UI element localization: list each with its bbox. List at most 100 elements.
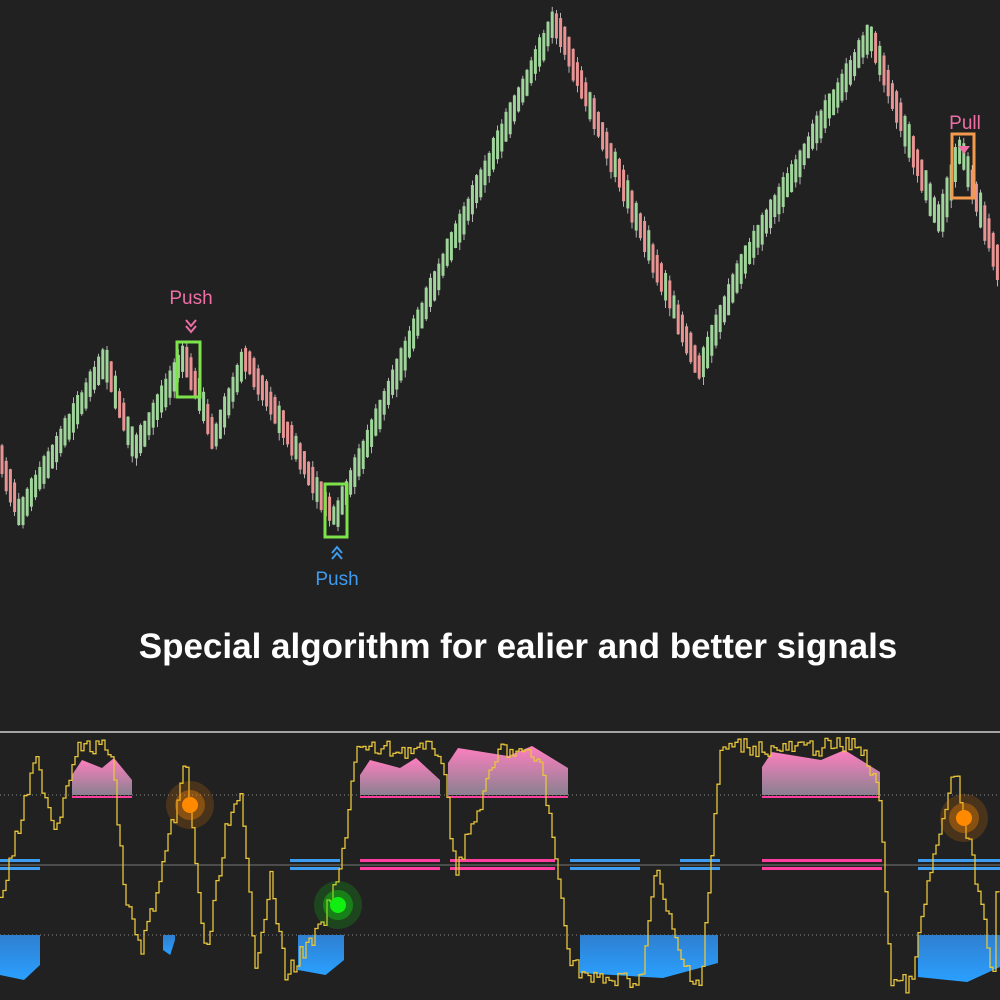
candle-body	[269, 391, 273, 415]
candle-body	[693, 345, 697, 373]
candle-body	[941, 193, 945, 232]
candle-body	[353, 457, 357, 487]
candle-body	[832, 89, 836, 116]
candle-body	[848, 60, 852, 85]
candle-body	[588, 92, 592, 120]
candle-body	[731, 274, 735, 303]
candle-body	[966, 156, 970, 188]
candle-body	[307, 461, 311, 486]
candle-body	[756, 225, 760, 248]
candle-body	[55, 435, 59, 463]
candle-body	[739, 254, 743, 284]
candle-body	[542, 32, 546, 61]
candle-body	[651, 244, 655, 273]
candle-body	[605, 131, 609, 159]
candle-body	[496, 130, 500, 160]
candle-body	[924, 170, 928, 201]
candle-body	[626, 180, 630, 209]
candle-body	[454, 223, 458, 249]
candle-body	[399, 348, 403, 381]
zone-bar	[762, 867, 882, 870]
candle-body	[260, 375, 264, 401]
candle-body	[466, 198, 470, 221]
push-label: Push	[169, 288, 212, 309]
candle-body	[319, 481, 323, 511]
candle-body	[374, 408, 378, 436]
candle-body	[735, 263, 739, 293]
pull-arrow	[958, 146, 970, 154]
candle-body	[412, 318, 416, 349]
candle-body	[4, 460, 8, 492]
candle-body	[827, 93, 831, 119]
candle-body	[139, 425, 143, 454]
candle-body	[336, 500, 340, 527]
candle-body	[714, 314, 718, 346]
candle-body	[13, 482, 17, 513]
candle-body	[8, 469, 12, 503]
candle-body	[311, 466, 315, 494]
candle-body	[172, 362, 176, 392]
signal-box	[323, 482, 349, 539]
candle-body	[130, 426, 134, 457]
candle-body	[361, 440, 365, 469]
zone-bar	[360, 867, 440, 870]
candle-body	[223, 396, 227, 428]
candle-body	[769, 199, 773, 229]
oversold-area	[0, 935, 40, 980]
candle-body	[21, 497, 25, 526]
candle-body	[781, 177, 785, 208]
candle-body	[227, 388, 231, 416]
candle-body	[517, 87, 521, 112]
oversold-area	[918, 935, 1000, 982]
candle-body	[592, 98, 596, 130]
candle-body	[773, 195, 777, 217]
candle-body	[403, 340, 407, 371]
candle-body	[882, 55, 886, 86]
candle-body	[168, 370, 172, 398]
candle-body	[433, 271, 437, 301]
candle-body	[857, 40, 861, 68]
candle-body	[958, 139, 962, 164]
candle-body	[147, 412, 151, 436]
overbought-area	[360, 758, 440, 795]
candle-body	[458, 213, 462, 243]
candle-body	[815, 115, 819, 144]
candle-body	[853, 52, 857, 77]
zone-bar	[680, 867, 720, 870]
candle-body	[265, 381, 269, 407]
candle-body	[155, 394, 159, 420]
candle-body	[328, 496, 332, 521]
candle-body	[844, 63, 848, 93]
candle-body	[25, 488, 29, 516]
candle-body	[340, 486, 344, 515]
signal-dot	[956, 810, 972, 826]
candle-body	[391, 369, 395, 395]
candle-body	[118, 391, 122, 418]
candle-body	[67, 414, 71, 440]
candle-body	[487, 152, 491, 177]
candle-body	[630, 190, 634, 223]
candle-body	[214, 423, 218, 447]
oscillator-panel	[0, 737, 1000, 994]
candle-body	[836, 82, 840, 108]
candle-body	[302, 451, 306, 475]
candle-body	[580, 70, 584, 99]
zone-bar	[360, 859, 440, 862]
candle-body	[983, 205, 987, 241]
candle-body	[508, 102, 512, 135]
candle-body	[529, 60, 533, 84]
candle-body	[101, 349, 105, 380]
candle-body	[806, 136, 810, 159]
candle-body	[210, 417, 214, 449]
candle-body	[794, 159, 798, 183]
candle-body	[710, 324, 714, 356]
zone-bar	[570, 867, 640, 870]
candle-body	[357, 448, 361, 477]
candle-body	[525, 69, 529, 96]
candle-body	[88, 371, 92, 397]
candle-body	[613, 151, 617, 178]
zone-bar	[918, 867, 1000, 870]
candle-body	[777, 186, 781, 215]
candle-body	[416, 309, 420, 336]
oversold-area	[163, 935, 175, 955]
